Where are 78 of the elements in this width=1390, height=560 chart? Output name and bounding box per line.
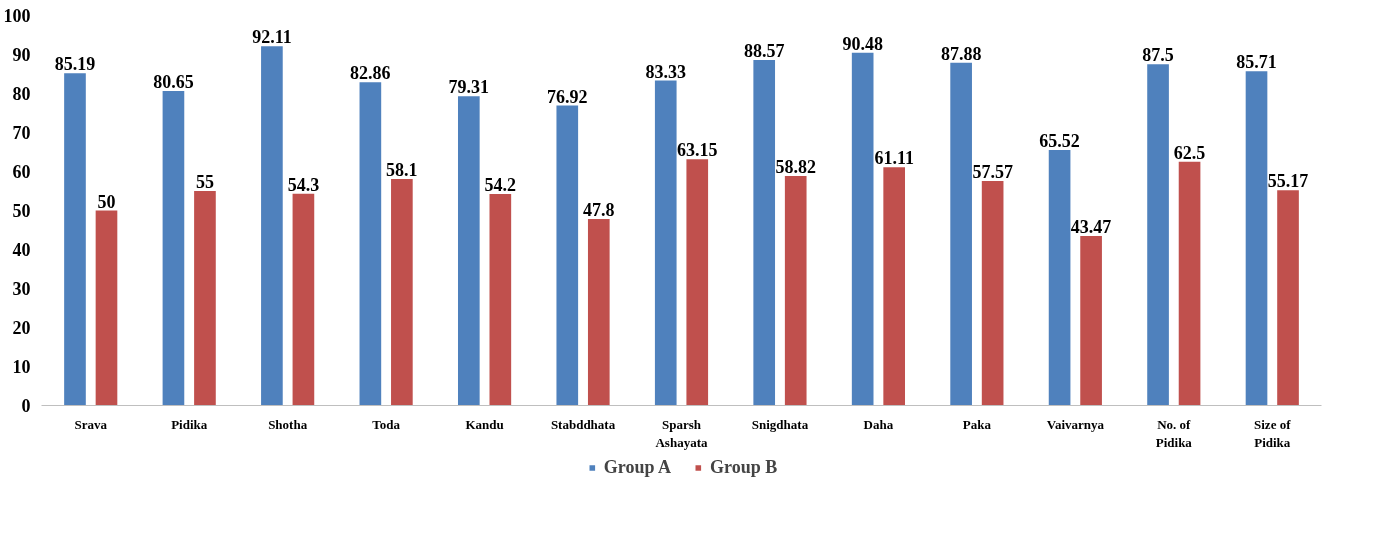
y-tick-label: 0 — [21, 396, 31, 416]
legend-label: Group B — [710, 456, 778, 478]
bar — [359, 82, 382, 406]
bar — [1147, 64, 1169, 406]
bar — [1080, 235, 1102, 406]
data-label: 87.5 — [1142, 45, 1174, 66]
data-label: 79.31 — [448, 77, 490, 98]
data-label: 55.17 — [1267, 171, 1309, 192]
bar — [851, 52, 874, 406]
data-label: 87.88 — [940, 43, 982, 64]
x-tick-label: Shotha — [268, 416, 308, 432]
bar — [784, 176, 807, 406]
data-label: 61.11 — [874, 148, 914, 169]
x-tick-label: Sparsh Ashayata — [655, 416, 708, 450]
bar — [489, 194, 512, 406]
data-label: 92.11 — [252, 27, 292, 48]
data-label: 65.52 — [1039, 130, 1080, 151]
bar — [292, 193, 315, 406]
x-tick-label: Pidika — [171, 416, 208, 432]
bar — [64, 73, 86, 406]
bar — [981, 180, 1004, 406]
y-tick-label: 90 — [12, 45, 31, 65]
data-label: 54.3 — [287, 174, 320, 195]
data-label: 76.92 — [547, 86, 588, 107]
bar — [753, 60, 776, 406]
x-tick-label: Stabddhata — [550, 416, 616, 432]
bar — [95, 210, 118, 406]
x-tick-label: Srava — [74, 416, 108, 432]
bar — [261, 46, 283, 406]
data-label: 63.15 — [677, 140, 718, 161]
y-tick-label: 80 — [12, 84, 31, 104]
bar — [162, 90, 185, 406]
x-tick-label: Paka — [962, 416, 992, 432]
data-label: 83.33 — [645, 61, 686, 82]
data-label: 85.71 — [1236, 52, 1277, 73]
data-label: 47.8 — [583, 200, 615, 221]
x-tick-label: Vaivarnya — [1046, 416, 1105, 432]
data-label: 80.65 — [153, 71, 194, 92]
data-label: 54.2 — [484, 175, 517, 196]
data-label: 82.86 — [350, 63, 391, 84]
data-label: 50 — [97, 191, 116, 212]
bar — [1048, 149, 1071, 406]
x-tick-label: Toda — [372, 416, 401, 432]
bar — [883, 167, 906, 406]
data-label: 62.5 — [1173, 142, 1206, 163]
bar — [587, 219, 610, 406]
y-tick-label: 40 — [12, 240, 31, 260]
bar — [1245, 71, 1268, 406]
x-tick-label: Daha — [863, 416, 894, 432]
data-label: 90.48 — [842, 33, 883, 54]
data-label: 58.1 — [386, 159, 418, 180]
data-label: 55 — [195, 172, 214, 192]
bar — [556, 105, 579, 406]
x-tick-label: Size of Pidika — [1254, 416, 1292, 450]
x-tick-label: No. of Pidika — [1155, 416, 1193, 450]
y-tick-label: 30 — [12, 279, 31, 299]
bar — [391, 178, 413, 406]
legend-label: Group A — [603, 456, 671, 478]
bar — [457, 96, 480, 406]
data-label: 57.57 — [972, 161, 1013, 182]
data-label: 43.47 — [1070, 216, 1112, 237]
x-tick-label: Snigdhata — [751, 416, 809, 432]
x-tick-label: Kandu — [465, 416, 504, 432]
bar — [1178, 161, 1201, 406]
bar — [950, 62, 972, 406]
y-tick-label: 60 — [12, 162, 31, 182]
bar — [194, 191, 216, 406]
y-tick-label: 100 — [3, 6, 31, 26]
bar — [1277, 190, 1299, 406]
y-tick-label: 20 — [12, 318, 31, 338]
bar — [654, 80, 677, 406]
y-tick-label: 70 — [12, 123, 31, 143]
data-label: 58.82 — [775, 157, 816, 178]
bar — [686, 159, 709, 406]
data-label: 88.57 — [743, 41, 785, 62]
y-tick-label: 50 — [12, 201, 31, 221]
y-tick-label: 10 — [12, 357, 31, 377]
data-label: 85.19 — [54, 54, 96, 75]
